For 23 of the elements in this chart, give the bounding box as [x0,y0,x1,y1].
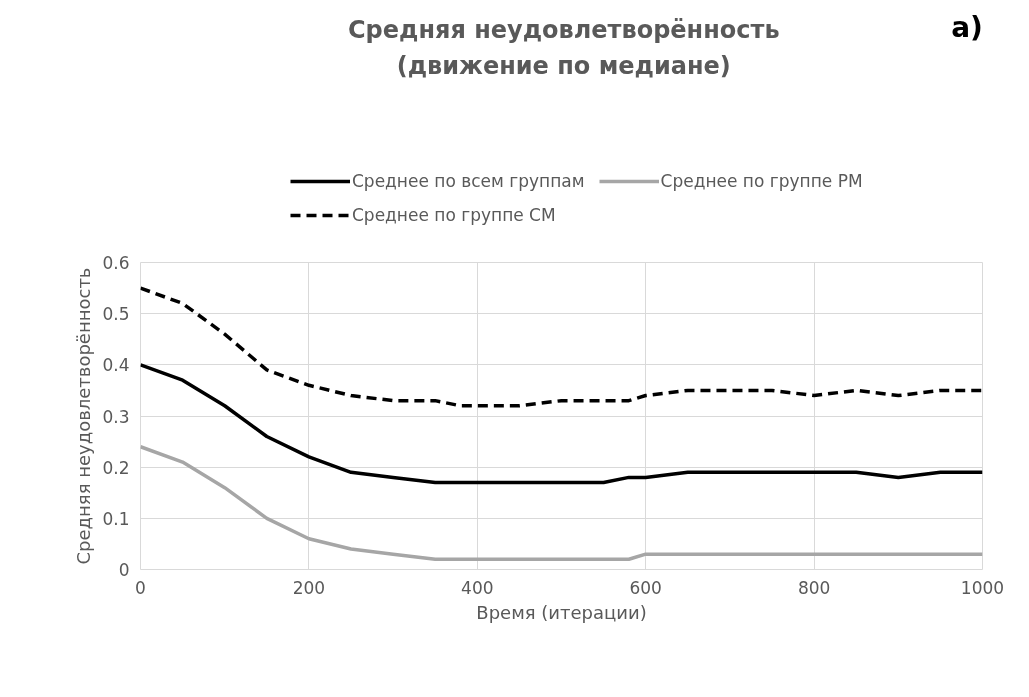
legend-label: Среднее по всем группам [352,171,585,191]
line-series [140,363,983,485]
y-tick-label: 0.4 [102,355,130,376]
y-tick-label: 0.3 [102,406,130,427]
y-tick-label: 0.6 [102,253,130,273]
x-tick-label: 400 [461,577,494,598]
chart-title: Средняя неудовлетворённость (движение по медиане) [347,15,780,80]
line-series [140,286,983,408]
x-tick-label: 0 [135,577,146,598]
legend-label: Среднее по группе СМ [352,205,556,225]
y-tick-label: 0 [118,560,130,580]
x-tick-label: 600 [629,577,662,598]
y-tick-label: 0.5 [102,304,130,325]
y-tick-label: 0.1 [102,508,130,529]
x-tick-label: 200 [292,577,326,598]
text: а) [951,10,983,44]
x-axis-title: Время (итерации) [476,601,647,623]
line-series [140,444,983,562]
y-axis-title: Средняя неудовлетворённость [73,267,95,565]
legend-label: Среднее по группе РМ [660,171,863,191]
y-tick-label: 0.2 [102,457,130,478]
x-tick-label: 800 [797,577,831,598]
x-tick-label: 1000 [960,577,1005,598]
